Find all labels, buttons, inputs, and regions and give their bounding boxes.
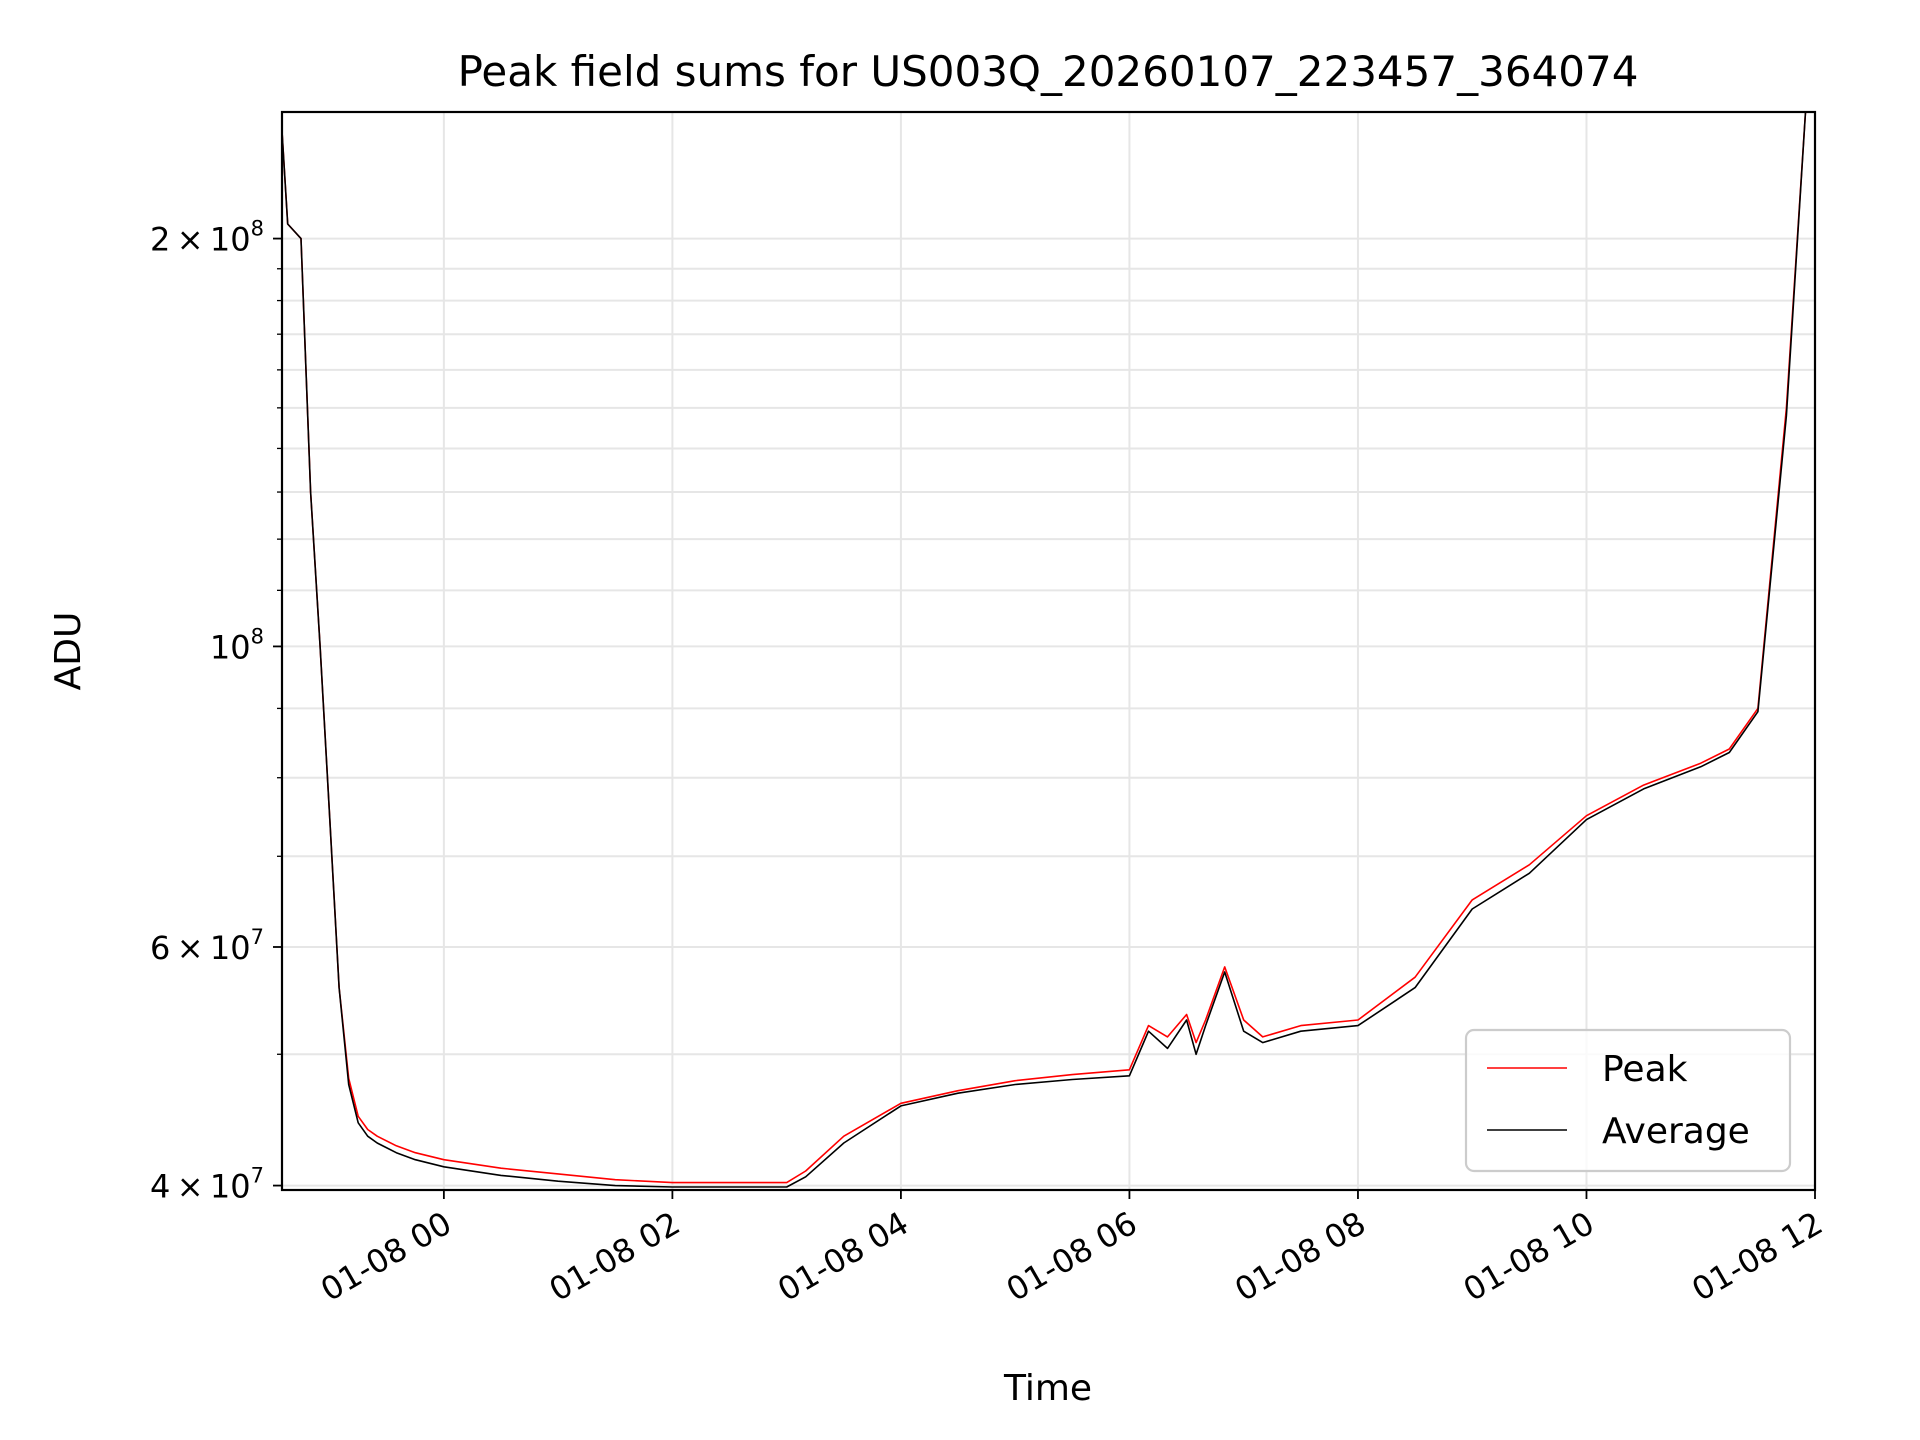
- plot-frame: [280, 110, 1817, 1192]
- series-lines: [282, 112, 1807, 1188]
- y-tick-label: 108: [210, 624, 264, 666]
- legend-box: [1464, 1028, 1792, 1173]
- y-axis-ticks: 4 × 107 6 × 107 108 2 × 108: [150, 217, 282, 1206]
- x-axis-label: Time: [1003, 1368, 1092, 1409]
- chart-title: Peak field sums for US003Q_20260107_2234…: [458, 47, 1639, 96]
- legend-peak-label: Peak: [1602, 1049, 1688, 1090]
- series-line-average: [282, 112, 1807, 1188]
- y-tick-label: 2 × 108: [150, 217, 264, 259]
- legend: Peak Average: [1464, 1028, 1792, 1173]
- legend-average-label: Average: [1602, 1111, 1750, 1152]
- grid: [282, 112, 1815, 1190]
- y-tick-label: 4 × 107: [150, 1164, 264, 1206]
- series-line-peak: [282, 112, 1807, 1184]
- y-axis-label: ADU: [48, 612, 89, 691]
- y-tick-label: 6 × 107: [150, 925, 264, 967]
